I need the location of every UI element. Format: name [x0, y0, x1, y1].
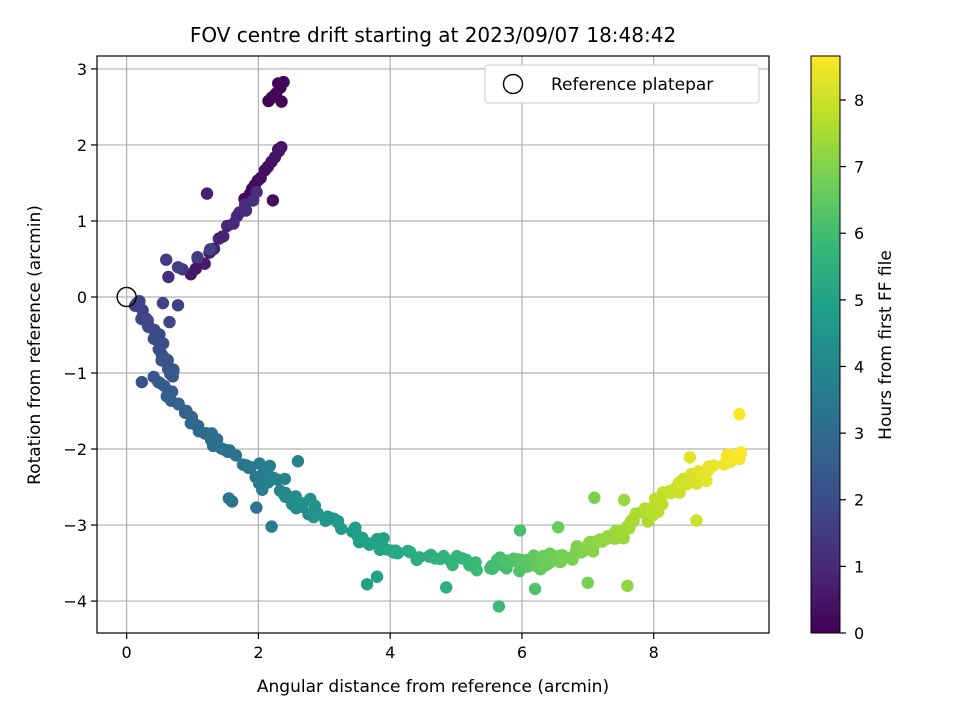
x-axis-label: Angular distance from reference (arcmin): [257, 677, 609, 697]
colorbar-tick-label: 7: [854, 158, 864, 177]
data-point: [680, 478, 694, 491]
data-point: [263, 459, 276, 473]
gridlines: [97, 56, 769, 633]
data-point: [581, 576, 594, 589]
data-point: [673, 486, 686, 499]
data-point: [690, 514, 703, 527]
legend-label: Reference platepar: [551, 75, 713, 95]
x-tick-label: 2: [253, 643, 263, 662]
data-point: [266, 194, 280, 207]
data-point: [528, 582, 542, 596]
colorbar-tick-label: 1: [854, 557, 864, 576]
data-point: [229, 449, 243, 462]
data-point: [163, 315, 176, 329]
x-tick-label: 8: [649, 643, 659, 662]
data-point: [707, 459, 720, 472]
x-tick-label: 4: [385, 643, 395, 662]
data-point: [513, 524, 527, 537]
data-point: [349, 521, 362, 535]
data-point: [225, 495, 239, 508]
y-tick-label: −3: [63, 516, 87, 535]
colorbar-tick-label: 6: [854, 224, 864, 243]
colorbar: [810, 55, 841, 634]
plot-frame: [96, 55, 770, 634]
colorbar-tick-label: 2: [854, 491, 864, 510]
data-point: [191, 251, 204, 264]
data-point: [440, 581, 453, 594]
y-tick-label: −2: [63, 440, 87, 459]
colorbar-tick-label: 3: [854, 424, 864, 443]
data-point: [162, 270, 175, 284]
data-point: [275, 141, 288, 154]
y-axis-label: Rotation from reference (arcmin): [25, 205, 45, 485]
data-point: [335, 522, 348, 535]
data-point: [370, 570, 384, 583]
colorbar-tick-label: 5: [854, 291, 864, 310]
colorbar-tick-label: 0: [854, 624, 864, 643]
data-point: [413, 551, 426, 564]
x-tick-label: 6: [517, 643, 527, 662]
data-point: [734, 446, 748, 459]
data-point: [200, 187, 214, 200]
data-point: [377, 532, 390, 545]
data-point: [171, 299, 185, 312]
y-tick-label: −1: [63, 364, 87, 383]
legend-marker: [502, 73, 524, 95]
data-point: [492, 600, 506, 613]
y-tick-label: 2: [77, 136, 87, 155]
data-point: [171, 261, 185, 274]
y-tick-label: 3: [77, 60, 87, 79]
data-point: [700, 474, 713, 488]
data-point: [204, 243, 217, 256]
data-point: [160, 253, 173, 266]
data-point: [250, 185, 263, 199]
data-point: [267, 471, 280, 485]
scatter-points: [128, 75, 748, 613]
y-tick-label: −4: [63, 592, 87, 611]
colorbar-ticks: 0 1 2 3 4 5 6 7 8: [840, 91, 864, 643]
legend: Reference platepar: [484, 64, 760, 104]
data-point: [291, 455, 305, 468]
data-point: [135, 375, 148, 389]
data-point: [588, 491, 601, 504]
data-point: [617, 493, 631, 507]
data-point: [275, 95, 288, 108]
data-point: [172, 397, 185, 410]
data-point: [166, 370, 179, 383]
data-point: [278, 472, 291, 486]
data-point: [621, 579, 634, 593]
data-point: [311, 507, 324, 520]
chart-title: FOV centre drift starting at 2023/09/07 …: [190, 23, 676, 47]
data-point: [217, 230, 230, 243]
data-point: [277, 75, 290, 89]
y-tick-label: 0: [77, 288, 87, 307]
data-point: [250, 501, 263, 514]
x-tick-label: 0: [122, 643, 132, 662]
colorbar-label: Hours from first FF file: [876, 250, 896, 440]
data-point: [265, 91, 278, 105]
data-point: [157, 337, 170, 350]
data-point: [733, 407, 746, 421]
data-point: [265, 520, 278, 533]
x-axis-ticks: 0 2 4 6 8: [122, 633, 659, 662]
colorbar-tick-label: 4: [854, 357, 864, 376]
y-tick-label: 1: [77, 212, 87, 231]
data-point: [683, 451, 697, 464]
data-point: [552, 521, 565, 534]
colorbar-tick-label: 8: [854, 91, 864, 110]
data-point: [156, 296, 170, 310]
data-point: [389, 544, 402, 557]
reference-marker: [116, 286, 137, 308]
data-point: [360, 578, 374, 591]
data-point: [586, 545, 600, 558]
legend-box: [484, 64, 760, 104]
data-point: [470, 564, 483, 577]
y-axis-ticks: −4 −3 −2 −1 0 1 2 3: [63, 60, 97, 611]
